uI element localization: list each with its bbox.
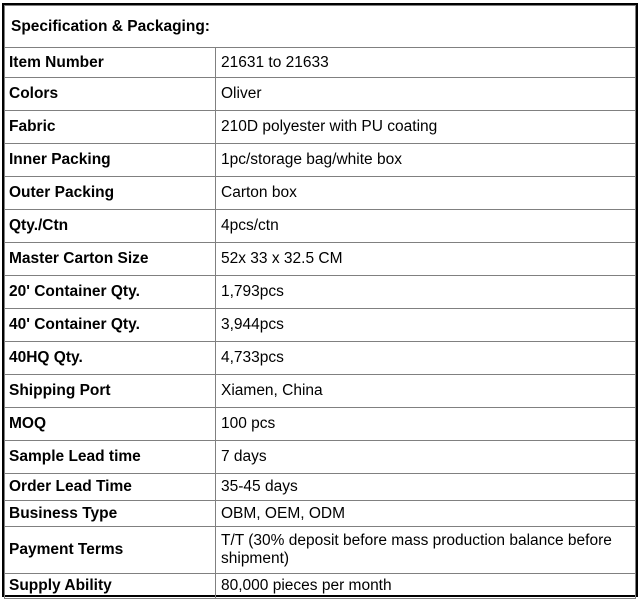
row-label: Payment Terms (4, 526, 216, 574)
row-label: Master Carton Size (4, 242, 216, 276)
row-value: 4,733pcs (215, 341, 636, 375)
row-label: Outer Packing (4, 176, 216, 210)
row-value: 52x 33 x 32.5 CM (215, 242, 636, 276)
row-value: 210D polyester with PU coating (215, 110, 636, 144)
row-value: 7 days (215, 440, 636, 474)
table-header-row: Specification & Packaging: (4, 5, 636, 48)
row-value: OBM, OEM, ODM (215, 500, 636, 527)
table-title: Specification & Packaging: (4, 5, 636, 48)
row-label: Supply Ability (4, 573, 216, 599)
row-value: 1pc/storage bag/white box (215, 143, 636, 177)
table-row: Colors Oliver (4, 77, 636, 111)
row-value: 80,000 pieces per month (215, 573, 636, 599)
table-row: Outer Packing Carton box (4, 176, 636, 210)
table-row: Inner Packing 1pc/storage bag/white box (4, 143, 636, 177)
table-row: Fabric 210D polyester with PU coating (4, 110, 636, 144)
row-label: 20' Container Qty. (4, 275, 216, 309)
row-value: 1,793pcs (215, 275, 636, 309)
row-value: Xiamen, China (215, 374, 636, 408)
row-label: MOQ (4, 407, 216, 441)
row-label: Sample Lead time (4, 440, 216, 474)
table-row: 40' Container Qty. 3,944pcs (4, 308, 636, 342)
row-value: 21631 to 21633 (215, 47, 636, 78)
table-row: Qty./Ctn 4pcs/ctn (4, 209, 636, 243)
row-label: 40' Container Qty. (4, 308, 216, 342)
table-row: 20' Container Qty. 1,793pcs (4, 275, 636, 309)
table-row: MOQ 100 pcs (4, 407, 636, 441)
row-value: 4pcs/ctn (215, 209, 636, 243)
table-row: Order Lead Time 35-45 days (4, 473, 636, 501)
row-label: Business Type (4, 500, 216, 527)
row-value: Carton box (215, 176, 636, 210)
row-label: Fabric (4, 110, 216, 144)
spec-table-container: Specification & Packaging: Item Number 2… (2, 3, 638, 599)
table-row: Master Carton Size 52x 33 x 32.5 CM (4, 242, 636, 276)
row-label: 40HQ Qty. (4, 341, 216, 375)
spec-table: Specification & Packaging: Item Number 2… (4, 5, 636, 599)
table-row: 40HQ Qty. 4,733pcs (4, 341, 636, 375)
table-row: Item Number 21631 to 21633 (4, 47, 636, 78)
row-label: Item Number (4, 47, 216, 78)
table-row: Supply Ability 80,000 pieces per month (4, 573, 636, 599)
row-label: Order Lead Time (4, 473, 216, 501)
row-label: Qty./Ctn (4, 209, 216, 243)
table-row: Sample Lead time 7 days (4, 440, 636, 474)
table-row: Shipping Port Xiamen, China (4, 374, 636, 408)
row-value: 35-45 days (215, 473, 636, 501)
row-value: T/T (30% deposit before mass production … (215, 526, 636, 574)
row-value: 3,944pcs (215, 308, 636, 342)
row-value: 100 pcs (215, 407, 636, 441)
row-value: Oliver (215, 77, 636, 111)
table-row: Business Type OBM, OEM, ODM (4, 500, 636, 527)
row-label: Colors (4, 77, 216, 111)
row-label: Inner Packing (4, 143, 216, 177)
table-row: Payment Terms T/T (30% deposit before ma… (4, 526, 636, 574)
row-label: Shipping Port (4, 374, 216, 408)
